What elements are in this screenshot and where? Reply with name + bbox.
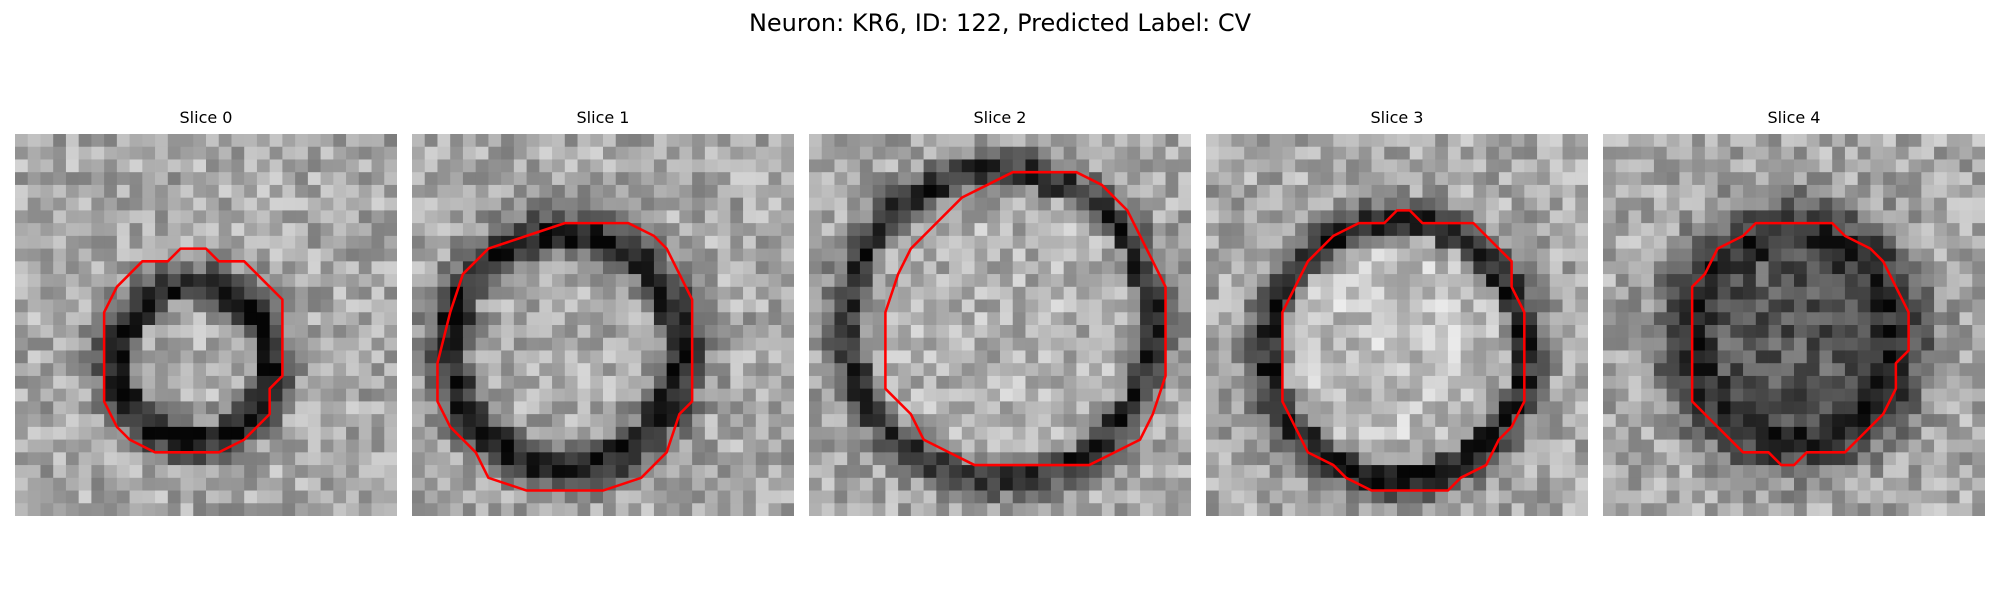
slice-contour-4: [1690, 221, 1910, 467]
slice-title-0: Slice 0: [179, 108, 233, 127]
slice-contour-2: [884, 170, 1167, 467]
slice-panel-0: Slice 0: [15, 108, 397, 516]
slice-image-2: [809, 134, 1191, 516]
slice-contour-3: [1281, 209, 1526, 492]
slice-image-4: [1603, 134, 1985, 516]
slice-pixels-0: [15, 134, 397, 516]
slice-image-0: [15, 134, 397, 516]
figure-title: Neuron: KR6, ID: 122, Predicted Label: C…: [748, 9, 1252, 37]
slice-image-3: [1206, 134, 1588, 516]
slice-title-2: Slice 2: [973, 108, 1027, 127]
slice-panel-1: Slice 1: [412, 108, 794, 516]
slice-pixels-2: [809, 134, 1191, 516]
slice-pixels-3: [1206, 134, 1588, 516]
slice-panel-2: Slice 2: [809, 108, 1191, 516]
slice-contour-1: [436, 221, 694, 492]
slice-panel-3: Slice 3: [1206, 108, 1588, 516]
slice-title-4: Slice 4: [1767, 108, 1821, 127]
slice-title-1: Slice 1: [576, 108, 630, 127]
slice-panel-4: Slice 4: [1603, 108, 1985, 516]
slice-title-3: Slice 3: [1370, 108, 1424, 127]
slice-pixels-1: [412, 134, 794, 516]
slice-contour-0: [102, 247, 284, 454]
slice-pixels-4: [1603, 134, 1985, 516]
slice-image-1: [412, 134, 794, 516]
